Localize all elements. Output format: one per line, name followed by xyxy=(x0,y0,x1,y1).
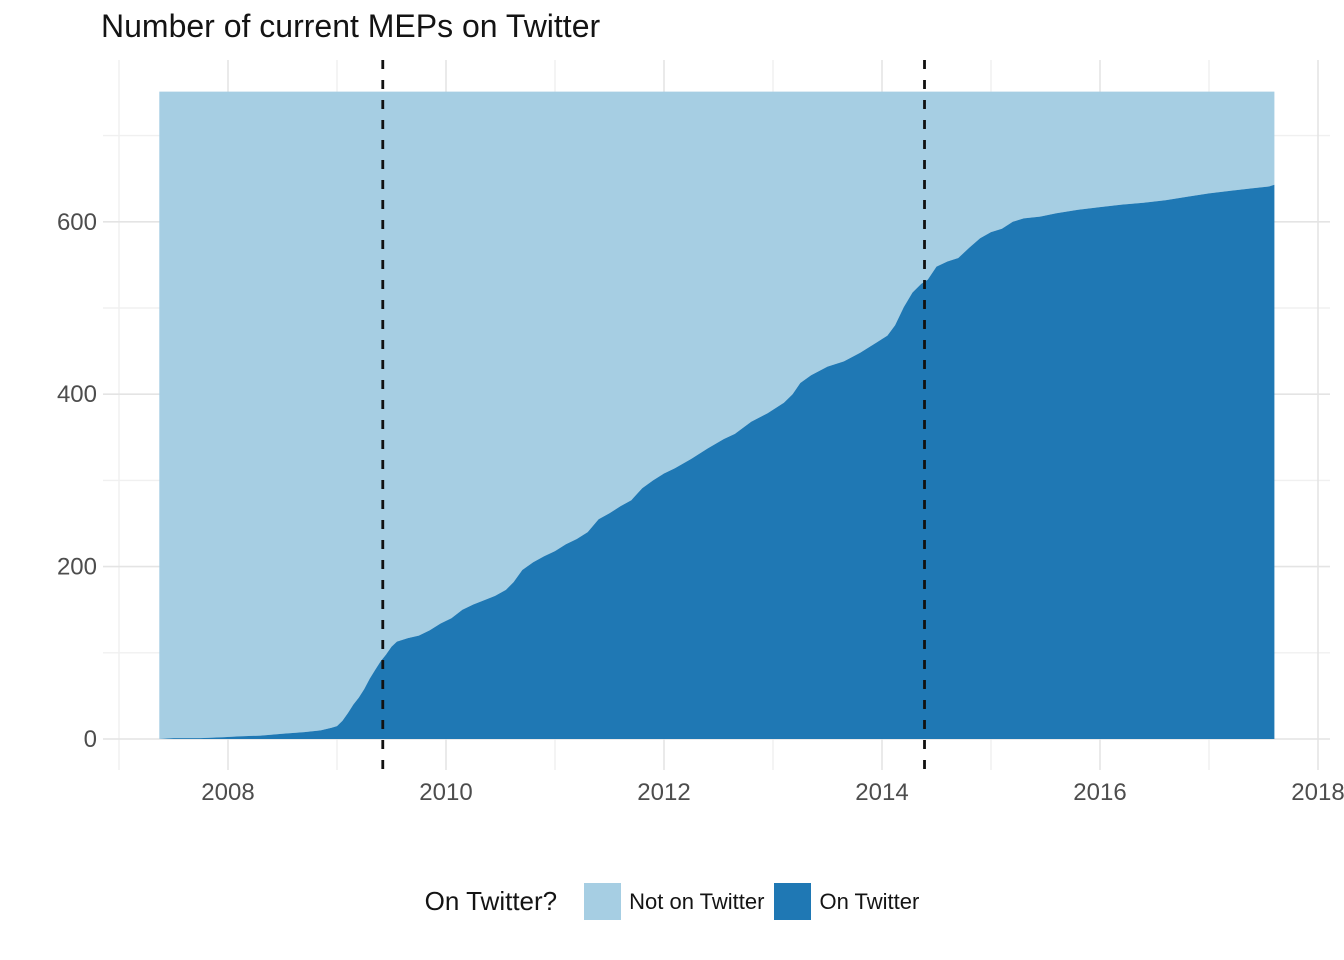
area-not-on-twitter xyxy=(159,91,1275,740)
legend-title: On Twitter? xyxy=(424,886,558,916)
legend-swatch-on-twitter xyxy=(774,883,812,920)
legend-label-not-on-twitter: Not on Twitter xyxy=(629,888,765,914)
chart-title: Number of current MEPs on Twitter xyxy=(101,8,601,44)
x-tick-label: 2012 xyxy=(637,779,690,806)
x-tick-label: 2010 xyxy=(419,779,472,806)
y-tick-label: 0 xyxy=(84,726,97,753)
legend: On Twitter? Not on Twitter On Twitter xyxy=(0,883,1344,920)
legend-item-not-on-twitter: Not on Twitter xyxy=(584,883,764,920)
y-tick-label: 400 xyxy=(57,381,97,408)
y-tick-label: 200 xyxy=(57,554,97,581)
x-tick-label: 2018 xyxy=(1291,779,1344,806)
y-axis-tick-labels: 0 200 400 600 xyxy=(57,209,97,753)
x-tick-label: 2016 xyxy=(1073,779,1126,806)
y-tick-label: 600 xyxy=(57,209,97,236)
plot-area: 2008 2010 2012 2014 2016 2018 0 200 400 600 xyxy=(57,60,1344,806)
legend-label-on-twitter: On Twitter xyxy=(819,888,920,914)
area-on-twitter xyxy=(159,184,1275,739)
x-axis-tick-labels: 2008 2010 2012 2014 2016 2018 xyxy=(201,779,1344,806)
legend-item-on-twitter: On Twitter xyxy=(774,883,919,920)
x-tick-label: 2008 xyxy=(201,779,254,806)
stacked-areas xyxy=(159,91,1275,740)
legend-swatch-not-on-twitter xyxy=(584,883,622,920)
x-tick-label: 2014 xyxy=(855,779,908,806)
